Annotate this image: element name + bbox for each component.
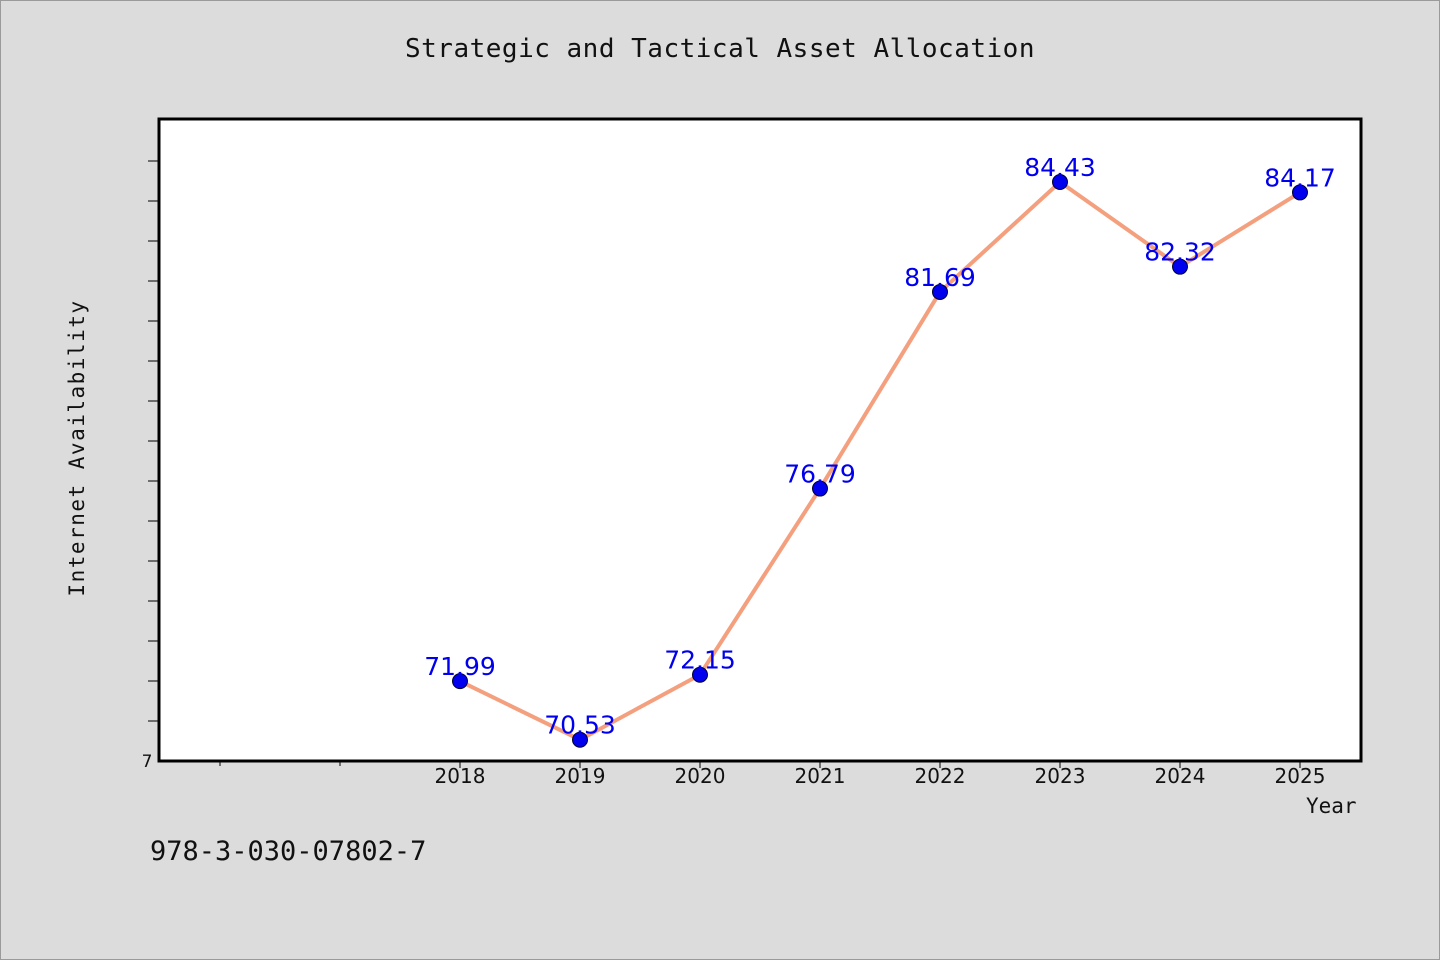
x-tick-label: 2022 [915,764,966,788]
data-point [1052,173,1068,190]
data-point [572,731,588,748]
data-point [932,283,948,300]
x-tick-label: 2019 [555,764,606,788]
data-point [452,673,468,690]
x-axis-minor-ticks [219,761,341,766]
chart-title: Strategic and Tactical Asset Allocation [405,34,1035,64]
series-group: 71.99 70.53 72.15 76.79 81.69 84.43 82.32 84.17 [424,153,1336,748]
data-label: 84.43 [1024,153,1096,182]
data-label: 82.32 [1144,238,1216,267]
plot-area [157,117,1363,763]
series-line [459,180,1302,742]
data-label: 70.53 [544,711,616,740]
data-point [812,480,828,497]
x-tick-label: 2025 [1275,764,1326,788]
isbn-footer: 978-3-030-07802-7 [150,836,427,867]
data-point [1292,184,1308,201]
data-label: 76.79 [784,460,856,489]
data-label: 81.69 [904,263,976,292]
x-tick-label: 2021 [795,764,846,788]
data-label: 84.17 [1264,163,1336,192]
x-tick-label: 2020 [675,764,726,788]
data-point [1172,258,1188,275]
data-label: 72.15 [664,646,736,675]
x-tick-label: 2024 [1155,764,1206,788]
y-tick-label: 7 [142,752,153,772]
x-axis-label: Year [1306,794,1357,818]
y-axis-ticks: 7 [142,160,159,772]
x-tick-label: 2023 [1035,764,1086,788]
data-label: 71.99 [424,652,496,681]
x-axis-ticks: 2018 2019 2020 2021 2022 2023 2024 2025 [435,761,1326,788]
data-point [692,666,708,683]
x-tick-label: 2018 [435,764,486,788]
